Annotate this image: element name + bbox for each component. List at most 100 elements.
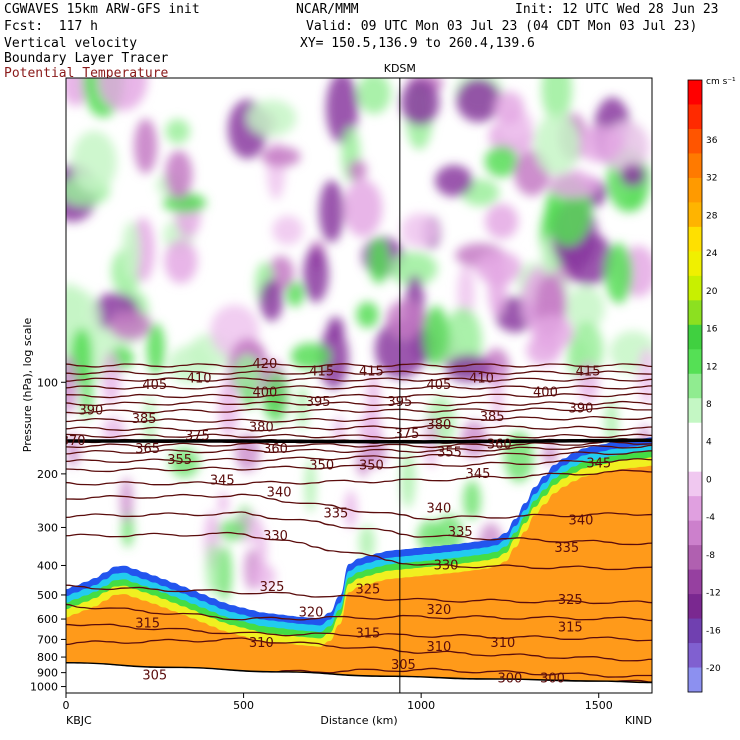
theta-label: 380 bbox=[426, 418, 451, 433]
theta-contour-320 bbox=[66, 603, 652, 622]
theta-label: 325 bbox=[260, 580, 285, 595]
below-ground bbox=[66, 663, 652, 693]
velocity-blob bbox=[318, 180, 345, 243]
velocity-blob bbox=[358, 525, 375, 560]
velocity-blob bbox=[218, 491, 229, 515]
theta-label: 345 bbox=[466, 467, 491, 482]
theta-contour-330 bbox=[66, 531, 652, 571]
colorbar-label: -20 bbox=[706, 664, 721, 674]
theta-label: 345 bbox=[586, 457, 611, 472]
colorbar-swatch bbox=[688, 569, 702, 595]
velocity-blob bbox=[577, 361, 599, 403]
velocity-blob bbox=[343, 179, 383, 238]
theta-label: 310 bbox=[490, 636, 515, 651]
colorbar-swatch bbox=[688, 471, 702, 497]
velocity-blob bbox=[548, 172, 600, 199]
velocity-blob bbox=[357, 78, 392, 114]
theta-label: 355 bbox=[437, 445, 462, 460]
colorbar-label: 20 bbox=[706, 287, 718, 297]
colorbar-swatch bbox=[688, 324, 702, 350]
velocity-blob bbox=[134, 118, 158, 174]
theta-label: 370 bbox=[61, 434, 86, 449]
colorbar-units: cm s⁻¹ bbox=[706, 77, 736, 87]
theta-label: 420 bbox=[252, 357, 277, 372]
theta-label: 415 bbox=[576, 364, 601, 379]
colorbar-swatch bbox=[688, 251, 702, 277]
colorbar-swatch bbox=[688, 128, 702, 154]
velocity-blob bbox=[422, 305, 450, 367]
velocity-blob bbox=[460, 420, 488, 458]
colorbar-swatch bbox=[688, 373, 702, 399]
theta-contour-395 bbox=[66, 400, 652, 407]
init-time: Init: 12 UTC Wed 28 Jun 23 bbox=[515, 2, 719, 17]
theta-contour-415 bbox=[66, 370, 652, 375]
theta-contour-405 bbox=[66, 385, 652, 390]
theta-label: 335 bbox=[554, 541, 579, 556]
velocity-blob bbox=[303, 246, 329, 303]
velocity-blob bbox=[356, 301, 379, 328]
velocity-blob bbox=[366, 372, 380, 424]
theta-label: 325 bbox=[558, 593, 583, 608]
colorbar-label: -16 bbox=[706, 626, 721, 636]
plot-frame bbox=[65, 77, 653, 694]
velocity-blob bbox=[637, 347, 652, 406]
velocity-blob bbox=[250, 563, 276, 589]
theta-label: 405 bbox=[426, 378, 451, 393]
theta-label: 400 bbox=[533, 385, 558, 400]
theta-label: 400 bbox=[252, 385, 277, 400]
colorbar-swatch bbox=[688, 177, 702, 203]
tropopause-line bbox=[66, 438, 652, 444]
org-label: NCAR/MMM bbox=[296, 2, 359, 17]
velocity-blob bbox=[286, 281, 304, 307]
colorbar-swatch bbox=[688, 104, 702, 130]
colorbar-swatch bbox=[688, 398, 702, 424]
velocity-blob bbox=[434, 164, 473, 197]
velocity-blob bbox=[348, 159, 367, 181]
theta-label: 415 bbox=[309, 364, 334, 379]
theta-label: 390 bbox=[569, 402, 594, 417]
colorbar-label: 16 bbox=[706, 325, 718, 335]
velocity-blob bbox=[205, 542, 221, 595]
velocity-colorbar: 36 32 28 24 20 16 12 8 4 0 -4 -8 -12 -16 -20 bbox=[687, 79, 721, 693]
theta-label: 385 bbox=[480, 410, 505, 425]
y-tick-label: 100 bbox=[37, 376, 58, 389]
velocity-blob bbox=[272, 215, 304, 245]
valid-time: Valid: 09 UTC Mon 03 Jul 23 (04 CDT Mon … bbox=[306, 19, 698, 34]
velocity-blob bbox=[386, 299, 427, 340]
velocity-blob bbox=[565, 286, 605, 331]
colorbar-swatch bbox=[688, 349, 702, 375]
y-tick-label: 300 bbox=[37, 521, 58, 534]
colorbar-swatch bbox=[688, 594, 702, 620]
colorbar-label: 32 bbox=[706, 174, 717, 184]
theta-label: 375 bbox=[185, 429, 210, 444]
y-tick-label: 800 bbox=[37, 651, 58, 664]
theta-contour-385 bbox=[66, 415, 652, 423]
velocity-blob bbox=[531, 315, 574, 351]
theta-label: 340 bbox=[267, 485, 292, 500]
theta-label: 340 bbox=[426, 502, 451, 517]
theta-label: 390 bbox=[78, 404, 103, 419]
y-tick-label: 400 bbox=[37, 559, 58, 572]
velocity-blob bbox=[235, 433, 261, 472]
velocity-blob bbox=[304, 458, 316, 513]
theta-label: 320 bbox=[299, 605, 324, 620]
colorbar-label: 0 bbox=[706, 475, 712, 485]
theta-contour-325 bbox=[66, 584, 652, 605]
colorbar-label: 4 bbox=[706, 438, 712, 448]
theta-label: 325 bbox=[355, 583, 380, 598]
theta-contour-335 bbox=[66, 511, 652, 546]
velocity-blob bbox=[217, 519, 247, 541]
velocity-blob bbox=[260, 146, 301, 167]
colorbar-swatch bbox=[688, 80, 702, 105]
velocity-blob bbox=[620, 163, 646, 188]
colorbar-swatch bbox=[688, 275, 702, 301]
velocity-blob bbox=[165, 119, 190, 144]
colorbar-swatch bbox=[688, 667, 702, 693]
field-vertical-velocity: Vertical velocity bbox=[4, 36, 138, 51]
y-tick-label: 500 bbox=[37, 589, 58, 602]
velocity-blob bbox=[71, 130, 117, 194]
theta-label: 335 bbox=[324, 507, 349, 522]
theta-label: 410 bbox=[187, 371, 212, 386]
right-endpoint-label: KIND bbox=[625, 714, 652, 727]
